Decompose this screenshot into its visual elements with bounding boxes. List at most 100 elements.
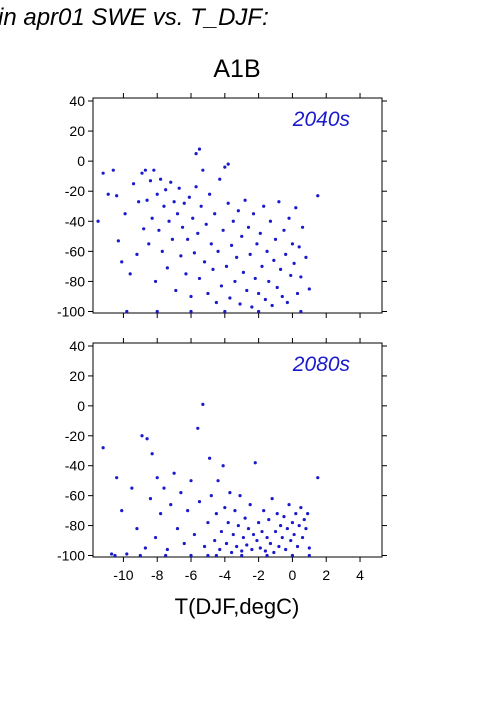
data-point	[130, 486, 134, 490]
data-point	[316, 476, 320, 480]
data-point	[272, 550, 276, 555]
data-point	[280, 535, 284, 540]
data-point	[229, 243, 234, 247]
data-point	[255, 242, 259, 246]
data-point	[257, 291, 261, 296]
data-point	[265, 553, 269, 558]
data-point	[175, 526, 180, 531]
data-point	[162, 486, 166, 490]
data-point	[241, 535, 246, 540]
x-tick-label: 0	[289, 567, 297, 583]
data-point	[248, 503, 252, 507]
data-point	[295, 291, 300, 296]
plot-frame	[92, 342, 383, 558]
data-point	[258, 231, 262, 235]
data-point	[192, 251, 197, 255]
data-point	[255, 538, 259, 543]
data-point	[206, 291, 210, 296]
data-point	[223, 309, 227, 314]
data-point	[226, 520, 230, 525]
data-point	[263, 549, 267, 553]
data-point	[219, 284, 224, 288]
data-point	[150, 216, 154, 220]
y-tick-label: -80	[65, 273, 85, 289]
data-point	[140, 434, 144, 438]
data-point	[196, 231, 200, 235]
data-point	[125, 552, 129, 556]
data-point	[284, 547, 288, 552]
data-point	[199, 204, 203, 208]
panel-label: 2080s	[292, 353, 351, 376]
data-point	[280, 294, 284, 299]
data-point	[226, 162, 230, 166]
data-point	[251, 532, 256, 537]
data-point	[214, 300, 218, 305]
x-tick-label: -10	[113, 567, 133, 583]
x-tick-label: -2	[252, 567, 265, 583]
y-tick-label: -40	[65, 213, 85, 229]
data-point	[155, 309, 159, 314]
data-point	[189, 294, 193, 299]
data-point	[143, 546, 147, 550]
x-tick-label: 2	[322, 567, 330, 583]
data-point	[240, 549, 244, 553]
y-tick-label: -80	[65, 518, 85, 534]
x-tick-label: 4	[356, 567, 364, 583]
data-point	[240, 553, 244, 558]
y-tick-label: -60	[65, 488, 85, 504]
data-point	[258, 546, 262, 550]
data-point	[245, 543, 249, 547]
data-point	[267, 279, 271, 284]
data-point	[307, 546, 311, 550]
data-point	[292, 261, 296, 265]
y-tick-label: 20	[69, 368, 85, 384]
data-point	[287, 216, 291, 220]
data-point	[241, 270, 246, 275]
data-point	[270, 497, 274, 501]
data-point	[169, 503, 173, 507]
data-point	[135, 252, 139, 256]
x-tick-label: -8	[151, 567, 164, 583]
data-point	[243, 198, 247, 202]
data-point	[228, 491, 232, 495]
data-point	[113, 553, 117, 558]
data-point	[273, 237, 278, 241]
data-point	[238, 302, 242, 306]
data-point	[273, 529, 278, 534]
data-point	[257, 309, 261, 314]
data-point	[131, 182, 136, 186]
data-point	[159, 177, 163, 181]
data-point	[194, 185, 198, 189]
data-point	[282, 228, 286, 232]
data-point	[128, 272, 132, 276]
data-point	[120, 509, 124, 513]
y-tick-label: 0	[77, 398, 85, 414]
panel-2040s: 40 20 0 -20 -40 -60 -80 -100 2040s	[57, 93, 387, 319]
data-point	[106, 192, 110, 196]
data-point	[155, 192, 159, 196]
x-axis-label: T(DJF,degC)	[175, 594, 300, 619]
data-point	[187, 195, 191, 199]
data-point	[155, 476, 159, 480]
data-point	[223, 165, 227, 169]
data-point	[147, 242, 151, 246]
data-point	[243, 516, 247, 520]
data-point	[211, 267, 215, 271]
data-point	[208, 192, 212, 196]
data-point	[148, 179, 153, 183]
data-point	[170, 237, 175, 241]
data-point	[290, 242, 295, 246]
data-point	[214, 553, 218, 558]
data-point	[278, 523, 283, 528]
data-point	[189, 479, 193, 483]
data-point	[295, 544, 300, 549]
data-point	[143, 168, 147, 172]
data-point	[150, 452, 154, 456]
data-point	[186, 237, 190, 241]
data-point	[224, 541, 229, 546]
data-point	[277, 544, 281, 549]
chart-title: A1B	[213, 55, 261, 83]
data-point	[179, 254, 183, 258]
data-point	[265, 249, 269, 253]
